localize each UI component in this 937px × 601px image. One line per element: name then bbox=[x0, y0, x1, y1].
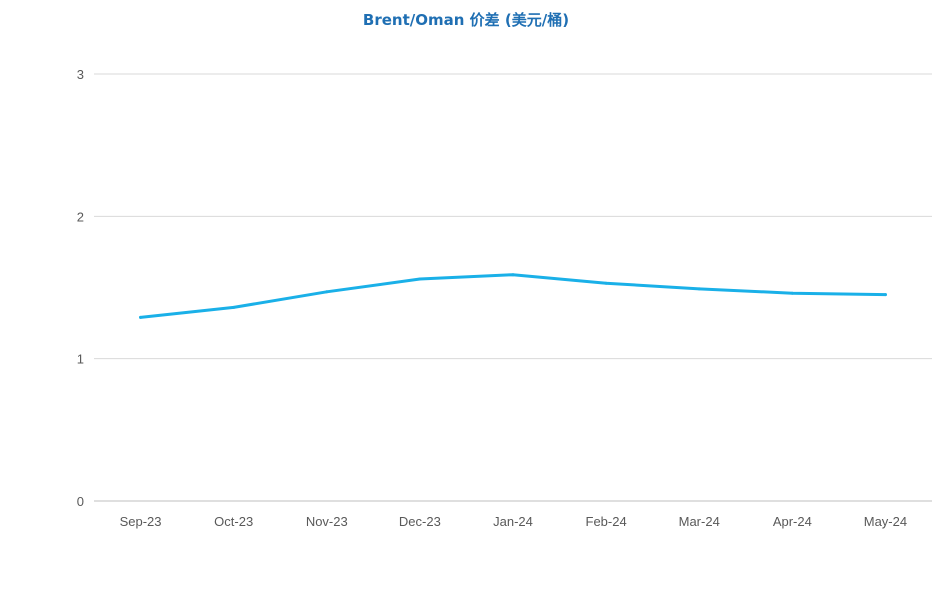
series-line bbox=[139, 273, 887, 319]
x-tick-label: Feb-24 bbox=[586, 514, 627, 529]
data-point bbox=[325, 290, 329, 294]
x-tick-label: Apr-24 bbox=[773, 514, 812, 529]
gridlines bbox=[94, 73, 932, 502]
y-axis-ticks: 0 1 2 3 bbox=[77, 67, 84, 509]
data-point bbox=[790, 291, 794, 295]
y-tick-label: 0 bbox=[77, 494, 84, 509]
x-tick-label: Dec-23 bbox=[399, 514, 441, 529]
x-axis-ticks: Sep-23 Oct-23 Nov-23 Dec-23 Jan-24 Feb-24 Mar-… bbox=[120, 514, 908, 529]
x-tick-label: Jan-24 bbox=[493, 514, 533, 529]
data-point bbox=[139, 315, 143, 319]
x-tick-label: Mar-24 bbox=[679, 514, 720, 529]
data-point bbox=[511, 273, 515, 277]
chart-title: Brent/Oman 价差 (美元/桶) bbox=[363, 11, 569, 29]
x-tick-label: Nov-23 bbox=[306, 514, 348, 529]
data-point bbox=[418, 277, 422, 281]
series-layer bbox=[139, 273, 887, 319]
data-point bbox=[883, 293, 887, 297]
data-point bbox=[232, 305, 236, 309]
data-point bbox=[604, 281, 608, 285]
y-tick-label: 1 bbox=[77, 352, 84, 367]
y-tick-label: 2 bbox=[77, 209, 84, 224]
x-tick-label: Oct-23 bbox=[214, 514, 253, 529]
x-tick-label: May-24 bbox=[864, 514, 907, 529]
x-tick-label: Sep-23 bbox=[120, 514, 162, 529]
y-tick-label: 3 bbox=[77, 67, 84, 82]
data-point bbox=[697, 287, 701, 291]
